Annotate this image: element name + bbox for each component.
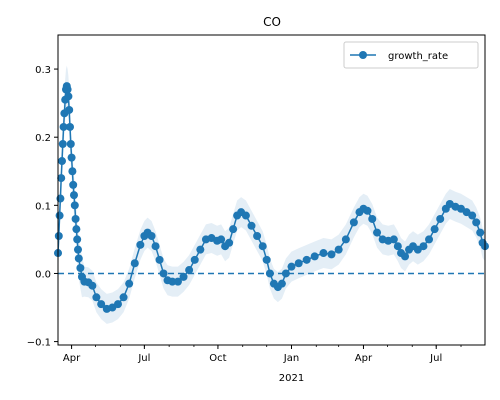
data-point [136, 240, 145, 249]
data-point [334, 245, 343, 254]
data-point [401, 252, 410, 261]
data-point [69, 180, 78, 189]
data-point [393, 242, 402, 251]
growth-rate-markers [54, 82, 489, 313]
data-point [310, 252, 319, 261]
data-point [363, 206, 372, 215]
data-point [277, 279, 286, 288]
data-point [419, 242, 428, 251]
x-axis: Apr Jul Oct Jan 2021 Apr Jul [63, 345, 462, 384]
data-point [155, 255, 164, 264]
x-tick-label: Jan [283, 353, 299, 364]
y-tick-label: 0.2 [35, 133, 51, 144]
plot-area [54, 65, 489, 324]
data-point [389, 235, 398, 244]
y-axis: −0.1 0.0 0.1 0.2 0.3 [27, 65, 58, 349]
data-point [57, 174, 66, 183]
data-point [179, 272, 188, 281]
x-tick-label: Jul [137, 353, 150, 364]
data-point [468, 211, 477, 220]
x-tick-label: Apr [355, 353, 373, 364]
data-point [59, 122, 68, 131]
legend-box [343, 41, 479, 69]
data-point [92, 293, 101, 302]
data-point [147, 231, 156, 240]
data-point [327, 250, 336, 259]
data-point [74, 254, 83, 263]
x-tick-label: Jul [429, 353, 442, 364]
data-point [55, 211, 64, 220]
data-point [65, 122, 74, 131]
data-point [73, 235, 82, 244]
data-point [125, 279, 134, 288]
data-point [476, 228, 485, 237]
data-point [281, 269, 290, 278]
x-tick-year-label: 2021 [279, 373, 304, 384]
data-point [425, 235, 434, 244]
data-point [151, 242, 160, 251]
data-point [72, 225, 81, 234]
data-point [217, 235, 226, 244]
data-point [69, 191, 78, 200]
data-point [294, 259, 303, 268]
data-point [63, 85, 72, 94]
data-point [185, 266, 194, 275]
data-point [159, 269, 168, 278]
y-tick-label: −0.1 [27, 338, 51, 349]
data-point [373, 228, 382, 237]
data-point [229, 225, 238, 234]
x-tick-label: Apr [63, 353, 81, 364]
data-point [57, 157, 66, 166]
data-point [262, 255, 271, 264]
data-point [265, 269, 274, 278]
data-point [119, 293, 128, 302]
x-tick-label: Oct [209, 353, 226, 364]
data-point [302, 255, 311, 264]
data-point [190, 255, 199, 264]
y-tick-label: 0.3 [35, 65, 51, 76]
data-point [319, 249, 328, 258]
y-tick-label: 0.1 [35, 201, 51, 212]
data-point [130, 259, 139, 268]
legend: growth_rate [343, 41, 479, 69]
data-point [241, 211, 250, 220]
data-point [472, 218, 481, 227]
data-point [67, 153, 76, 162]
data-point [70, 201, 79, 210]
legend-marker-sample [359, 51, 367, 59]
data-point [66, 140, 75, 149]
data-point [253, 231, 262, 240]
data-point [88, 281, 97, 290]
axes-frame [57, 34, 486, 346]
data-point [368, 214, 377, 223]
data-point [168, 277, 177, 286]
data-point [113, 300, 122, 309]
data-point [71, 214, 80, 223]
data-point [64, 92, 73, 101]
data-point [247, 221, 256, 230]
data-point [287, 262, 296, 271]
data-point [436, 214, 445, 223]
data-point [73, 245, 82, 254]
data-point [349, 218, 358, 227]
chart-title: CO [263, 15, 281, 29]
data-point [341, 235, 350, 244]
data-point [196, 245, 205, 254]
data-point [97, 300, 106, 309]
data-point [258, 242, 267, 251]
legend-entry-growth-rate: growth_rate [388, 51, 448, 62]
data-point [65, 105, 74, 114]
data-point [68, 167, 77, 176]
data-point [58, 140, 67, 149]
data-point [54, 231, 63, 240]
y-tick-label: 0.0 [35, 269, 51, 280]
data-point [225, 238, 234, 247]
data-point [76, 264, 85, 273]
data-point [173, 277, 182, 286]
data-point [430, 225, 439, 234]
